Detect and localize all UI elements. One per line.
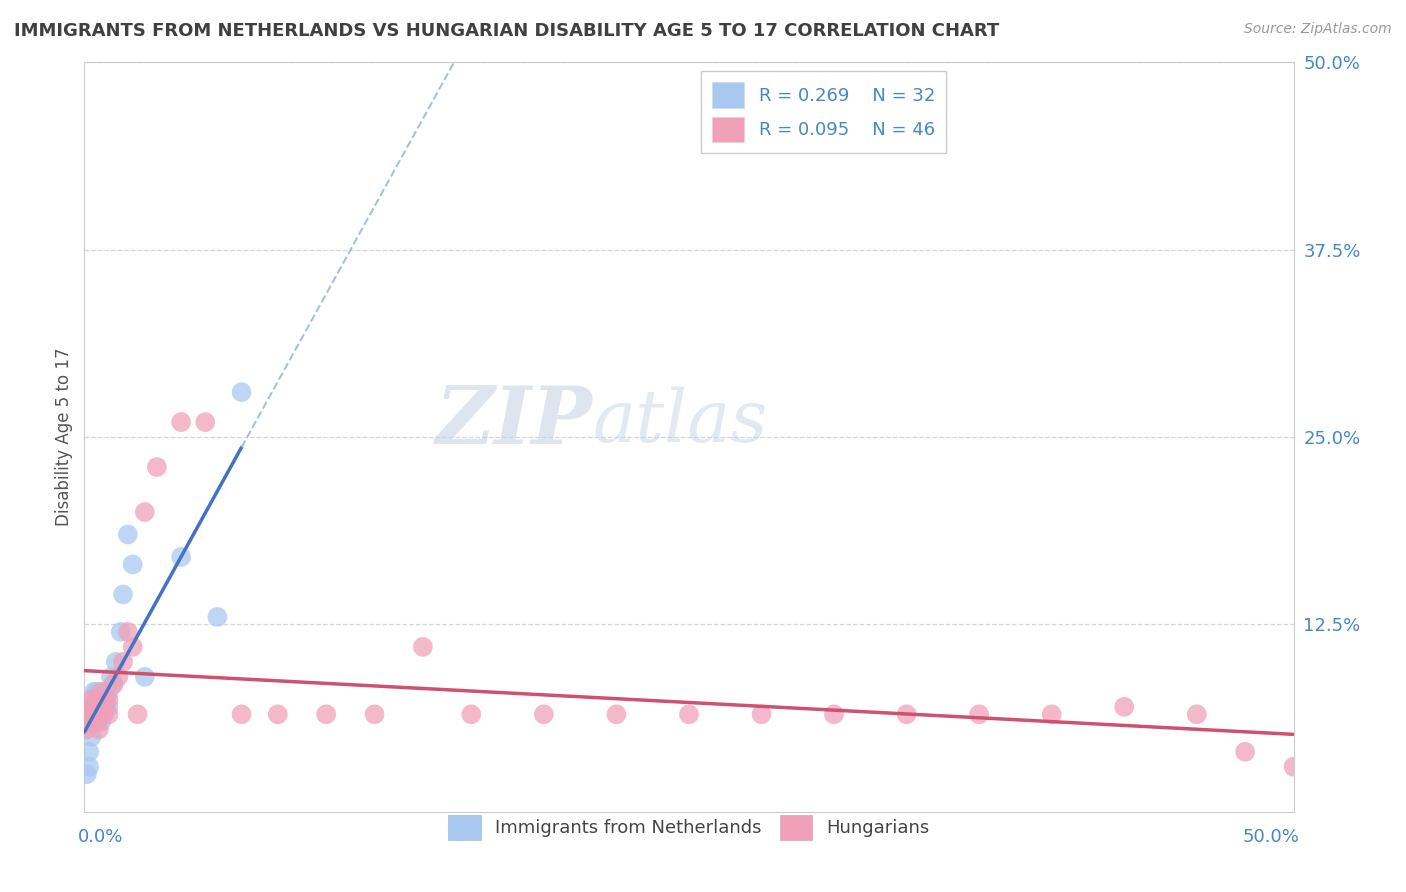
Point — [146, 460, 169, 475]
Point — [112, 655, 135, 669]
Text: ZIP: ZIP — [436, 384, 592, 461]
Point — [90, 699, 112, 714]
Point — [93, 707, 115, 722]
Point — [77, 745, 100, 759]
Point — [80, 692, 103, 706]
Point — [460, 707, 482, 722]
Point — [76, 767, 98, 781]
Point — [87, 699, 110, 714]
Point — [94, 692, 117, 706]
Point — [1282, 760, 1305, 774]
Point — [896, 707, 918, 722]
Point — [117, 527, 139, 541]
Point — [86, 699, 108, 714]
Point — [104, 655, 127, 669]
Point — [90, 707, 112, 722]
Text: atlas: atlas — [592, 387, 768, 458]
Point — [751, 707, 773, 722]
Point — [87, 714, 110, 729]
Point — [1114, 699, 1136, 714]
Point — [83, 685, 105, 699]
Point — [533, 707, 555, 722]
Point — [93, 707, 115, 722]
Point — [97, 685, 120, 699]
Point — [90, 714, 112, 729]
Point — [87, 699, 110, 714]
Point — [76, 723, 98, 737]
Point — [107, 670, 129, 684]
Point — [86, 692, 108, 706]
Point — [90, 685, 112, 699]
Point — [170, 415, 193, 429]
Point — [110, 624, 132, 639]
Point — [86, 714, 108, 729]
Point — [97, 707, 120, 722]
Point — [231, 707, 253, 722]
Point — [121, 640, 143, 654]
Point — [117, 624, 139, 639]
Point — [77, 714, 100, 729]
Point — [97, 692, 120, 706]
Point — [83, 699, 105, 714]
Point — [315, 707, 337, 722]
Point — [127, 707, 149, 722]
Y-axis label: Disability Age 5 to 17: Disability Age 5 to 17 — [55, 348, 73, 526]
Point — [134, 670, 156, 684]
Point — [1234, 745, 1257, 759]
Point — [103, 677, 125, 691]
Point — [363, 707, 385, 722]
Point — [80, 714, 103, 729]
Point — [170, 549, 193, 564]
Legend: Immigrants from Netherlands, Hungarians: Immigrants from Netherlands, Hungarians — [441, 807, 936, 847]
Point — [207, 610, 229, 624]
Point — [93, 692, 115, 706]
Point — [1040, 707, 1063, 722]
Point — [103, 677, 125, 691]
Point — [77, 760, 100, 774]
Text: Source: ZipAtlas.com: Source: ZipAtlas.com — [1244, 22, 1392, 37]
Point — [80, 730, 103, 744]
Point — [86, 685, 108, 699]
Text: IMMIGRANTS FROM NETHERLANDS VS HUNGARIAN DISABILITY AGE 5 TO 17 CORRELATION CHAR: IMMIGRANTS FROM NETHERLANDS VS HUNGARIAN… — [14, 22, 1000, 40]
Text: 50.0%: 50.0% — [1243, 828, 1299, 847]
Point — [412, 640, 434, 654]
Point — [267, 707, 290, 722]
Point — [121, 558, 143, 572]
Point — [90, 685, 112, 699]
Point — [112, 587, 135, 601]
Point — [80, 699, 103, 714]
Point — [83, 714, 105, 729]
Point — [77, 699, 100, 714]
Text: 0.0%: 0.0% — [79, 828, 124, 847]
Point — [678, 707, 700, 722]
Point — [823, 707, 845, 722]
Point — [100, 670, 122, 684]
Point — [1185, 707, 1208, 722]
Point — [97, 699, 120, 714]
Point — [605, 707, 627, 722]
Point — [80, 707, 103, 722]
Point — [231, 385, 253, 400]
Point — [967, 707, 990, 722]
Point — [134, 505, 156, 519]
Point — [86, 707, 108, 722]
Point — [86, 714, 108, 729]
Point — [194, 415, 217, 429]
Point — [87, 723, 110, 737]
Point — [94, 699, 117, 714]
Point — [83, 714, 105, 729]
